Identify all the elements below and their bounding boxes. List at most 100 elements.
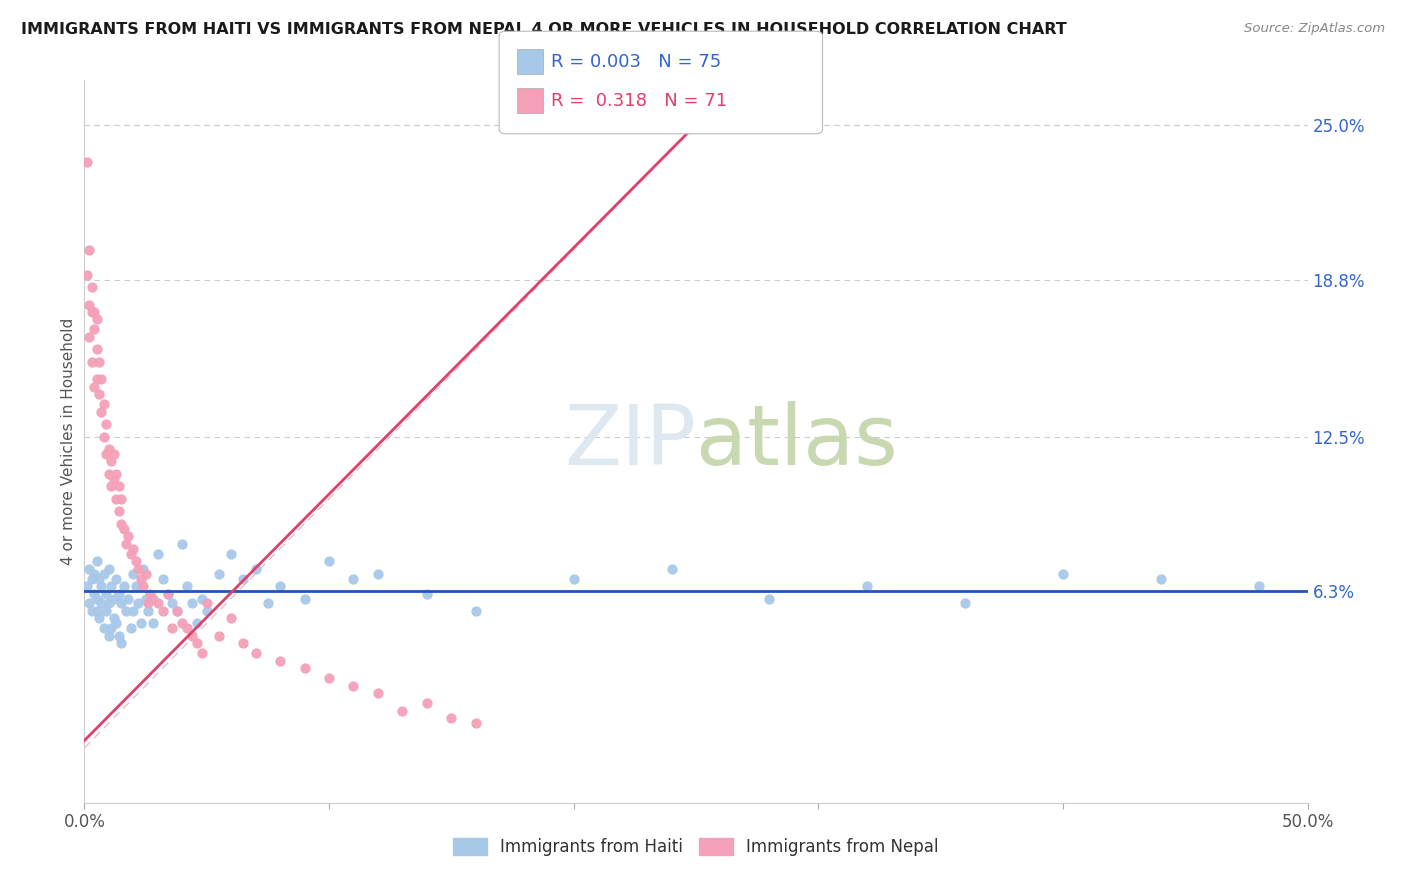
Point <box>97 561 120 575</box>
Point <box>117 591 139 606</box>
Point <box>103 472 125 486</box>
Point <box>112 579 135 593</box>
Point <box>232 572 254 586</box>
Point <box>107 504 129 518</box>
Point <box>186 616 208 631</box>
Point <box>107 586 129 600</box>
Point <box>208 566 231 581</box>
Point <box>107 479 129 493</box>
Point <box>96 447 118 461</box>
Point <box>77 597 100 611</box>
Point <box>269 579 291 593</box>
Point <box>96 604 118 618</box>
Point <box>146 547 169 561</box>
Point <box>125 579 148 593</box>
Point <box>80 572 103 586</box>
Point <box>100 479 122 493</box>
Point <box>90 597 112 611</box>
Point <box>162 621 184 635</box>
Point <box>1247 579 1270 593</box>
Point <box>120 547 142 561</box>
Point <box>136 597 159 611</box>
Point <box>257 597 280 611</box>
Point <box>464 716 486 731</box>
Point <box>122 566 145 581</box>
Point <box>135 566 157 581</box>
Point <box>208 629 231 643</box>
Point <box>135 591 157 606</box>
Point <box>96 586 118 600</box>
Legend: Immigrants from Haiti, Immigrants from Nepal: Immigrants from Haiti, Immigrants from N… <box>447 831 945 863</box>
Point <box>110 516 132 531</box>
Point <box>100 454 122 468</box>
Point <box>125 554 148 568</box>
Point <box>176 621 198 635</box>
Point <box>105 491 128 506</box>
Point <box>232 636 254 650</box>
Point <box>87 572 110 586</box>
Point <box>110 597 132 611</box>
Point <box>195 597 218 611</box>
Text: R = 0.003   N = 75: R = 0.003 N = 75 <box>551 53 721 70</box>
Point <box>86 312 108 326</box>
Point <box>142 591 165 606</box>
Point <box>191 591 214 606</box>
Point <box>115 537 138 551</box>
Point <box>120 621 142 635</box>
Point <box>93 429 115 443</box>
Point <box>86 372 108 386</box>
Point <box>142 616 165 631</box>
Point <box>440 711 463 725</box>
Point <box>127 597 149 611</box>
Point <box>758 591 780 606</box>
Text: R =  0.318   N = 71: R = 0.318 N = 71 <box>551 92 727 110</box>
Point <box>367 566 389 581</box>
Point <box>953 597 976 611</box>
Point <box>1052 566 1074 581</box>
Point <box>112 522 135 536</box>
Point <box>93 621 115 635</box>
Point <box>117 529 139 543</box>
Point <box>93 566 115 581</box>
Point <box>318 554 340 568</box>
Point <box>856 579 879 593</box>
Point <box>103 447 125 461</box>
Point <box>181 629 204 643</box>
Point <box>77 297 100 311</box>
Point <box>661 561 683 575</box>
Point <box>86 554 108 568</box>
Point <box>80 604 103 618</box>
Point <box>77 561 100 575</box>
Point <box>80 305 103 319</box>
Point <box>132 561 155 575</box>
Point <box>90 579 112 593</box>
Point <box>76 268 98 282</box>
Point <box>132 579 155 593</box>
Point <box>318 671 340 685</box>
Point <box>342 679 364 693</box>
Point <box>156 586 179 600</box>
Point <box>162 597 184 611</box>
Point <box>152 604 174 618</box>
Point <box>176 579 198 593</box>
Point <box>294 661 316 675</box>
Point <box>219 611 242 625</box>
Point <box>115 604 138 618</box>
Point <box>83 566 105 581</box>
Point <box>172 616 194 631</box>
Point <box>100 621 122 635</box>
Point <box>105 572 128 586</box>
Y-axis label: 4 or more Vehicles in Household: 4 or more Vehicles in Household <box>60 318 76 566</box>
Point <box>83 380 105 394</box>
Point <box>156 586 179 600</box>
Point <box>90 372 112 386</box>
Point <box>181 597 204 611</box>
Point <box>562 572 585 586</box>
Point <box>76 579 98 593</box>
Point <box>107 629 129 643</box>
Point <box>416 696 439 710</box>
Point <box>87 611 110 625</box>
Point <box>105 467 128 481</box>
Point <box>80 280 103 294</box>
Point <box>86 591 108 606</box>
